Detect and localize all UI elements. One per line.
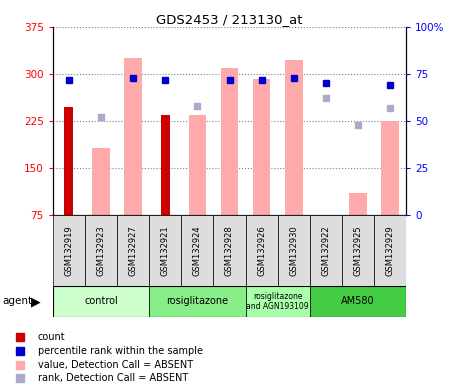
- Bar: [149, 215, 181, 286]
- Text: GSM132924: GSM132924: [193, 225, 202, 276]
- Text: GSM132925: GSM132925: [353, 225, 363, 276]
- Bar: [189, 115, 206, 215]
- Text: GSM132928: GSM132928: [225, 225, 234, 276]
- Text: GSM132923: GSM132923: [96, 225, 106, 276]
- Text: ▶: ▶: [31, 295, 41, 308]
- Bar: [349, 193, 367, 215]
- Bar: [213, 215, 246, 286]
- Bar: [374, 215, 406, 286]
- Bar: [64, 106, 73, 215]
- Text: GSM132930: GSM132930: [289, 225, 298, 276]
- Bar: [181, 215, 213, 286]
- Bar: [342, 215, 374, 286]
- Text: GSM132926: GSM132926: [257, 225, 266, 276]
- Bar: [53, 286, 149, 317]
- Bar: [221, 68, 238, 215]
- Text: GSM132919: GSM132919: [64, 225, 73, 276]
- Text: percentile rank within the sample: percentile rank within the sample: [38, 346, 203, 356]
- Bar: [381, 121, 399, 215]
- Bar: [85, 215, 117, 286]
- Text: GSM132927: GSM132927: [129, 225, 138, 276]
- Bar: [246, 215, 278, 286]
- Bar: [161, 115, 170, 215]
- Text: rosiglitazone
and AGN193109: rosiglitazone and AGN193109: [246, 292, 309, 311]
- Bar: [53, 215, 85, 286]
- Text: value, Detection Call = ABSENT: value, Detection Call = ABSENT: [38, 359, 193, 369]
- Bar: [246, 286, 310, 317]
- Bar: [149, 286, 246, 317]
- Bar: [253, 79, 270, 215]
- Text: count: count: [38, 332, 66, 342]
- Text: GSM132922: GSM132922: [321, 225, 330, 276]
- Bar: [310, 286, 406, 317]
- Bar: [310, 215, 342, 286]
- Text: control: control: [84, 296, 118, 306]
- Bar: [285, 60, 302, 215]
- Bar: [117, 215, 149, 286]
- Bar: [278, 215, 310, 286]
- Text: GDS2453 / 213130_at: GDS2453 / 213130_at: [156, 13, 303, 26]
- Text: rank, Detection Call = ABSENT: rank, Detection Call = ABSENT: [38, 373, 188, 384]
- Text: rosiglitazone: rosiglitazone: [166, 296, 229, 306]
- Text: AM580: AM580: [341, 296, 375, 306]
- Text: agent: agent: [2, 296, 33, 306]
- Bar: [92, 148, 110, 215]
- Bar: [124, 58, 142, 215]
- Text: GSM132921: GSM132921: [161, 225, 170, 276]
- Text: GSM132929: GSM132929: [386, 225, 395, 276]
